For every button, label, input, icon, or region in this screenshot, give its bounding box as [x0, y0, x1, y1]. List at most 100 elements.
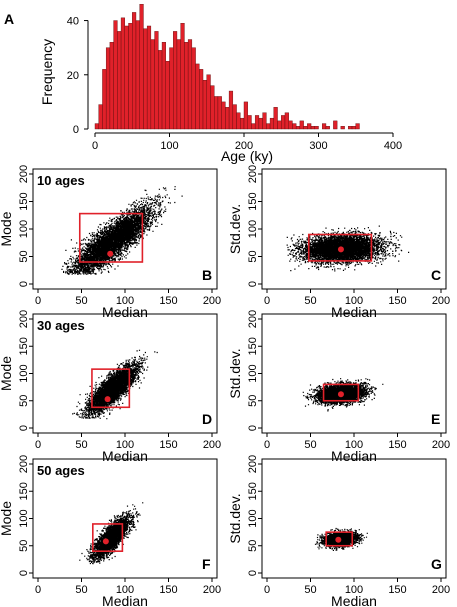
x-tick-label: 300: [309, 140, 327, 152]
histogram-bar: [176, 39, 181, 130]
y-tick-label: 50: [247, 395, 259, 407]
histogram-bar: [228, 90, 234, 130]
x-tick-label: 100: [345, 295, 363, 307]
x-axis-label: Median: [331, 593, 377, 607]
summary-box: [92, 523, 124, 553]
y-tick-label: 200: [18, 310, 30, 328]
x-tick-label: 100: [116, 295, 134, 307]
histogram-bar: [266, 123, 271, 130]
histogram-bar: [243, 101, 248, 130]
y-tick-label: 150: [18, 192, 30, 210]
y-axis-label: Mode: [0, 501, 14, 536]
histogram-bar: [348, 126, 353, 130]
y-tick-label: 50: [247, 540, 259, 552]
histogram-bar: [273, 107, 278, 130]
scatter-panel-b: 0 50 100 150 200 0 50 100 150 200 Median Mode B 10 ag…: [0, 165, 221, 320]
histogram-bar: [310, 126, 315, 130]
panel-label: C: [431, 267, 441, 283]
x-tick-label: 0: [35, 295, 41, 307]
histogram-bar: [98, 104, 103, 130]
scatter-points: [79, 502, 144, 565]
histogram-bar: [281, 115, 286, 130]
histogram-bar: [295, 126, 301, 130]
y-tick-label: 20: [67, 70, 79, 82]
histogram-bar: [139, 4, 144, 130]
summary-marker: [104, 396, 111, 403]
y-tick-label: 50: [247, 250, 259, 262]
x-tick-label: 150: [388, 439, 406, 451]
y-tick-label: 0: [18, 570, 30, 576]
histogram-bar: [169, 47, 174, 130]
x-tick-label: 0: [35, 439, 41, 451]
y-tick-label: 200: [247, 455, 259, 473]
histogram-bar: [128, 23, 133, 130]
x-tick-label: 100: [116, 439, 134, 451]
histogram-bar: [333, 120, 338, 130]
histogram-bar: [247, 115, 252, 130]
histogram-bar: [191, 47, 196, 130]
scatter-points: [286, 225, 410, 272]
x-tick-label: 50: [304, 584, 316, 596]
histogram-bar: [109, 42, 114, 130]
histogram-bar: [221, 101, 226, 130]
x-tick-label: 0: [92, 140, 98, 152]
histogram-bar: [187, 39, 193, 130]
histogram-bar: [232, 104, 237, 130]
x-tick-label: 0: [264, 439, 270, 451]
x-tick-label: 150: [159, 584, 177, 596]
histogram-axes: 0 100 200 300 400 0 20 40: [67, 16, 402, 152]
x-tick-label: 200: [432, 439, 450, 451]
histogram-bar: [322, 123, 327, 130]
histogram-bar: [165, 61, 170, 130]
y-tick-label: 0: [18, 425, 30, 431]
histogram-bar: [288, 120, 293, 130]
summary-marker: [102, 538, 109, 545]
summary-marker: [337, 246, 344, 253]
histogram-bar: [251, 123, 256, 130]
histogram-bar: [150, 39, 155, 130]
summary-box: [322, 383, 360, 402]
histogram-bar: [132, 12, 137, 130]
y-tick-label: 50: [18, 540, 30, 552]
panel-label: B: [202, 267, 212, 283]
histogram-bar: [161, 42, 166, 130]
histogram-bar: [307, 123, 312, 130]
y-axis-label: Std.dev.: [227, 204, 243, 254]
summary-box: [325, 531, 354, 547]
histogram-bar: [262, 112, 267, 130]
x-tick-label: 100: [160, 140, 178, 152]
y-tick-label: 0: [247, 281, 259, 287]
histogram-bar: [135, 20, 140, 130]
y-tick-label: 100: [247, 509, 259, 527]
x-tick-label: 50: [304, 439, 316, 451]
y-tick-label: 200: [247, 165, 259, 183]
y-tick-label: 150: [247, 192, 259, 210]
histogram-bar: [325, 126, 330, 130]
x-tick-label: 200: [203, 439, 221, 451]
x-tick-label: 50: [75, 584, 87, 596]
row-label: 50 ages: [37, 463, 85, 478]
y-tick-label: 200: [247, 310, 259, 328]
y-tick-label: 150: [18, 482, 30, 500]
x-axis-label: Median: [102, 448, 148, 464]
y-tick-label: 150: [18, 337, 30, 355]
x-tick-label: 50: [75, 295, 87, 307]
histogram-bar: [213, 96, 219, 130]
y-axis-label: Std.dev.: [227, 348, 243, 398]
histogram-bar: [117, 31, 122, 130]
x-tick-label: 400: [384, 140, 402, 152]
histogram-bar: [195, 63, 200, 130]
summary-marker: [337, 391, 344, 398]
scatter-panel-e: 0 50 100 150 200 0 50 100 150 200 Median Std.dev. E: [227, 310, 450, 464]
histogram-bar: [225, 107, 230, 130]
histogram-bar: [269, 117, 274, 130]
x-axis-label: Median: [102, 593, 148, 607]
scatter-panel-c: 0 50 100 150 200 0 50 100 150 200 Median Std.dev. C: [227, 165, 450, 320]
histogram-bar: [217, 96, 222, 130]
plot-frame: [261, 313, 447, 434]
scatter-panel-d: 0 50 100 150 200 0 50 100 150 200 Median Mode D 30 ag…: [0, 310, 221, 464]
histogram-y-axis-label: Frequency: [39, 39, 55, 105]
histogram-bar: [351, 126, 356, 130]
histogram-bar: [146, 25, 152, 130]
